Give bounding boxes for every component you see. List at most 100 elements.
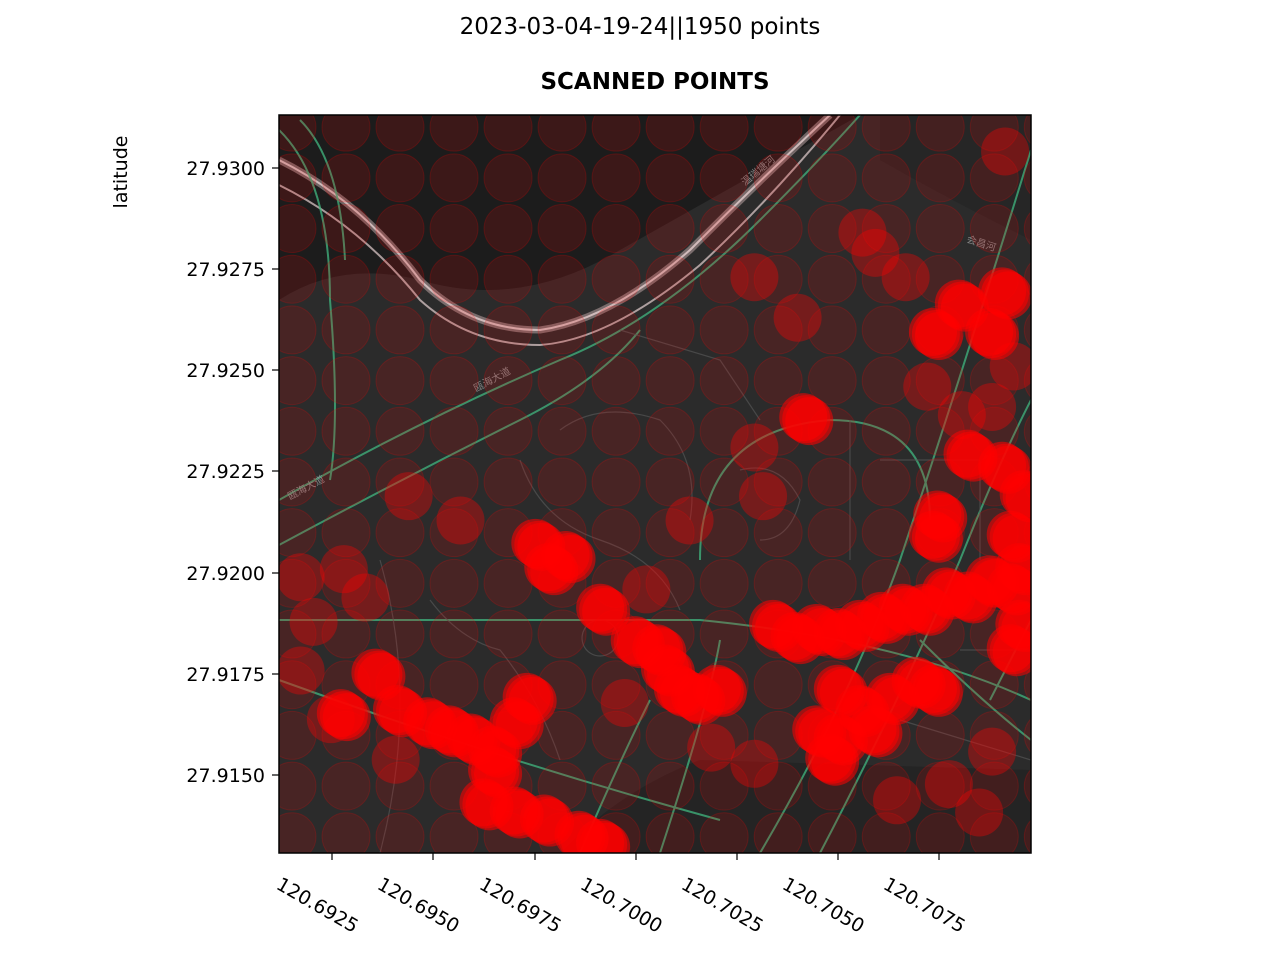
- scan-grid-circle: [754, 52, 802, 100]
- scan-grid-circle: [591, 406, 641, 456]
- chart-title: SCANNED POINTS: [540, 69, 770, 95]
- figure-suptitle: 2023-03-04-19-24||1950 points: [459, 14, 821, 40]
- scan-grid-circle: [483, 356, 533, 406]
- scan-grid-circle: [321, 761, 371, 811]
- scan-grid-circle: [375, 558, 425, 608]
- scan-point: [622, 565, 671, 614]
- scan-grid-circle: [483, 457, 533, 507]
- y-tick-label: 27.9250: [186, 360, 265, 382]
- x-tick-label: 120.7000: [577, 873, 667, 937]
- scan-grid-circle: [862, 52, 910, 100]
- scan-point: [279, 553, 325, 602]
- scan-point: [968, 382, 1017, 431]
- scan-point-dense: [530, 547, 579, 596]
- scan-grid-circle: [429, 558, 479, 608]
- scan-grid-circle: [322, 52, 370, 100]
- scan-grid-circle: [537, 254, 587, 304]
- scan-grid-circle: [279, 710, 317, 760]
- scan-grid-circle: [753, 254, 803, 304]
- scan-grid-circle: [808, 52, 856, 100]
- scan-grid-circle: [279, 204, 317, 254]
- scan-grid-circle: [321, 204, 371, 254]
- scan-grid-circle: [375, 115, 425, 152]
- y-tick-label: 27.9150: [186, 765, 265, 787]
- scan-point-dense: [322, 693, 371, 742]
- scan-point: [384, 472, 433, 521]
- scan-grid-circle: [1023, 211, 1031, 246]
- scan-grid-circle: [375, 305, 425, 355]
- scan-point: [371, 735, 420, 784]
- scan-grid-circle: [645, 508, 695, 558]
- scan-point: [739, 472, 788, 521]
- scan-grid-circle: [279, 761, 317, 811]
- scan-point-dense: [785, 397, 834, 446]
- scan-point-dense: [971, 311, 1020, 360]
- scan-grid-circle: [807, 305, 857, 355]
- scan-grid-circle: [753, 356, 803, 406]
- scan-grid-circle: [429, 609, 479, 659]
- y-tick-label: 27.9275: [186, 259, 265, 281]
- scan-grid-circle: [645, 254, 695, 304]
- scan-grid-circle: [916, 52, 964, 100]
- scan-point: [436, 496, 485, 545]
- scan-grid-circle: [699, 558, 749, 608]
- scan-grid-circle: [537, 115, 587, 152]
- scan-grid-circle: [861, 761, 911, 811]
- x-axis: 120.6925 120.6950 120.6975 120.7000 120.…: [273, 853, 969, 938]
- scan-grid-circle: [483, 305, 533, 355]
- scan-grid-circle: [700, 52, 748, 100]
- scan-grid-circle: [753, 812, 803, 853]
- scan-grid-circle: [429, 305, 479, 355]
- scan-grid-circle: [375, 153, 425, 203]
- scan-grid-circle: [861, 508, 911, 558]
- map-background: 瓯海大道 瓯海大道 温瑞塘河 会昌河: [279, 115, 1031, 853]
- scan-grid-circle: [321, 508, 371, 558]
- scan-grid-circle: [645, 406, 695, 456]
- scan-grid-circle: [861, 204, 911, 254]
- scan-grid-circle: [1023, 667, 1031, 703]
- scan-point: [851, 228, 900, 277]
- scan-point: [937, 391, 986, 440]
- scan-grid-circle: [321, 558, 371, 608]
- scan-grid-circle: [969, 115, 1019, 152]
- scan-grid-circle: [699, 254, 749, 304]
- y-tick-label: 27.9175: [186, 664, 265, 686]
- scan-grid-circle: [537, 609, 587, 659]
- scan-grid-circle: [537, 457, 587, 507]
- scan-point: [730, 423, 779, 472]
- scan-point: [665, 496, 714, 545]
- scan-grid-circle: [537, 305, 587, 355]
- scan-grid-circle: [375, 204, 425, 254]
- scan-point-dense: [811, 737, 860, 786]
- scan-grid-circle: [591, 660, 641, 710]
- scan-grid-circle: [645, 457, 695, 507]
- scan-grid-circle: [861, 115, 911, 152]
- scan-grid-circle: [861, 406, 911, 456]
- x-tick-label: 120.6925: [273, 873, 363, 937]
- scan-grid-circle: [321, 115, 371, 152]
- scan-point: [773, 293, 822, 342]
- scan-grid-circle: [1024, 52, 1072, 100]
- scan-grid-circle: [279, 812, 317, 853]
- scan-grid-circle: [861, 457, 911, 507]
- y-tick-label: 27.9225: [186, 461, 265, 483]
- scan-grid-circle: [375, 609, 425, 659]
- x-tick-label: 120.7050: [779, 873, 869, 937]
- scan-grid-circle: [483, 204, 533, 254]
- scan-point: [687, 723, 736, 772]
- scan-grid-circle: [1023, 718, 1031, 753]
- scan-grid-circle: [915, 153, 965, 203]
- scan-point: [881, 253, 930, 302]
- scan-grid-circle: [915, 710, 965, 760]
- scan-point: [903, 362, 952, 411]
- scan-grid-circle: [807, 115, 857, 152]
- scan-point: [341, 573, 390, 622]
- scan-grid-circle: [375, 508, 425, 558]
- scan-grid-circle: [591, 457, 641, 507]
- scan-grid-circle: [592, 52, 640, 100]
- scan-grid-circle: [483, 254, 533, 304]
- scan-grid-circle: [1023, 819, 1031, 853]
- scan-grid-circle: [753, 204, 803, 254]
- y-tick-label: 27.9300: [186, 158, 265, 180]
